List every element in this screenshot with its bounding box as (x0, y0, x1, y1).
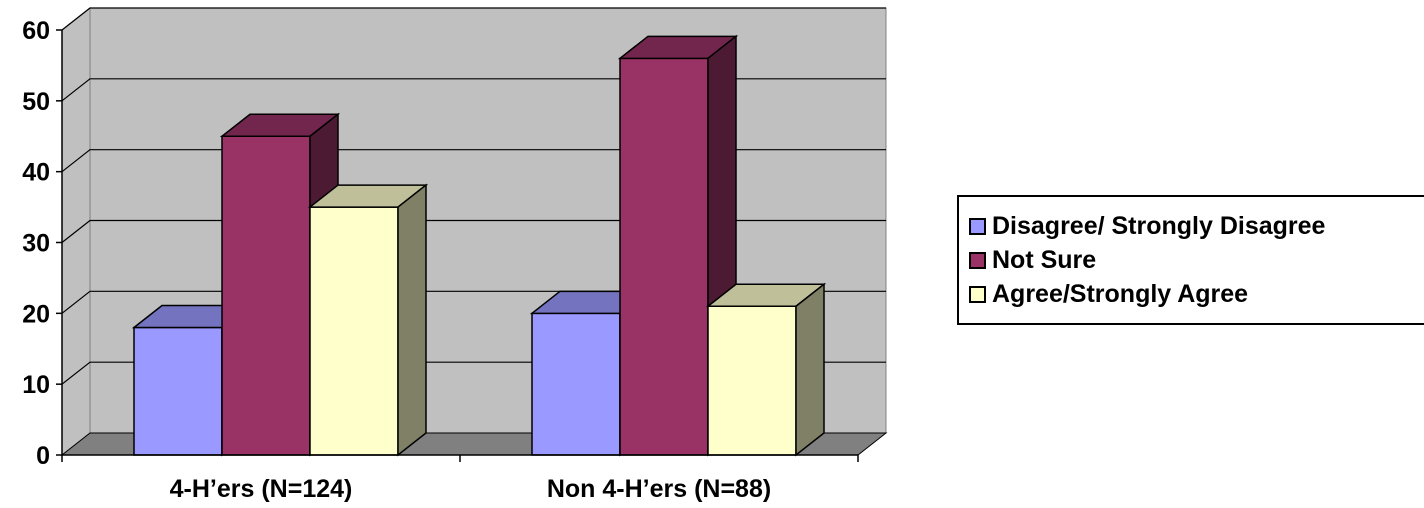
bar-front (531, 312, 621, 456)
y-tick-label: 0 (36, 442, 50, 470)
x-category-labels: 4-H’ers (N=124) Non 4-H’ers (N=88) (170, 475, 772, 503)
x-category-label: 4-H’ers (N=124) (170, 475, 353, 503)
legend-swatch (969, 285, 986, 303)
y-tick-label: 20 (22, 300, 50, 328)
bar-front (309, 206, 399, 456)
bar-front (221, 135, 311, 456)
bar-front (707, 305, 797, 456)
bar (705, 282, 827, 457)
legend-item-disagree: Disagree/ Strongly Disagree (969, 209, 1325, 243)
legend-swatch (969, 217, 986, 235)
y-tick-label: 50 (22, 88, 50, 116)
legend-swatch (969, 251, 986, 269)
legend-label: Agree/Strongly Agree (992, 279, 1249, 308)
bar-front (619, 57, 709, 456)
y-tick-label: 10 (22, 371, 50, 399)
legend-item-not-sure: Not Sure (969, 243, 1096, 277)
y-tick-label: 60 (22, 17, 50, 45)
y-tick-label: 40 (22, 159, 50, 187)
legend: Disagree/ Strongly Disagree Not Sure Agr… (957, 195, 1424, 325)
y-tick-label: 30 (22, 230, 50, 258)
bar (307, 183, 429, 457)
y-tick-labels: 0 10 20 30 40 50 60 (22, 17, 50, 470)
gridline (61, 7, 886, 31)
legend-item-agree: Agree/Strongly Agree (969, 277, 1248, 311)
bars (131, 34, 827, 457)
legend-label: Disagree/ Strongly Disagree (992, 211, 1326, 240)
axes (56, 29, 859, 462)
bar-side (397, 183, 427, 457)
x-category-label: Non 4-H’ers (N=88) (547, 475, 771, 503)
bar-front (133, 326, 223, 456)
legend-label: Not Sure (992, 245, 1097, 274)
bar-side (795, 282, 825, 457)
